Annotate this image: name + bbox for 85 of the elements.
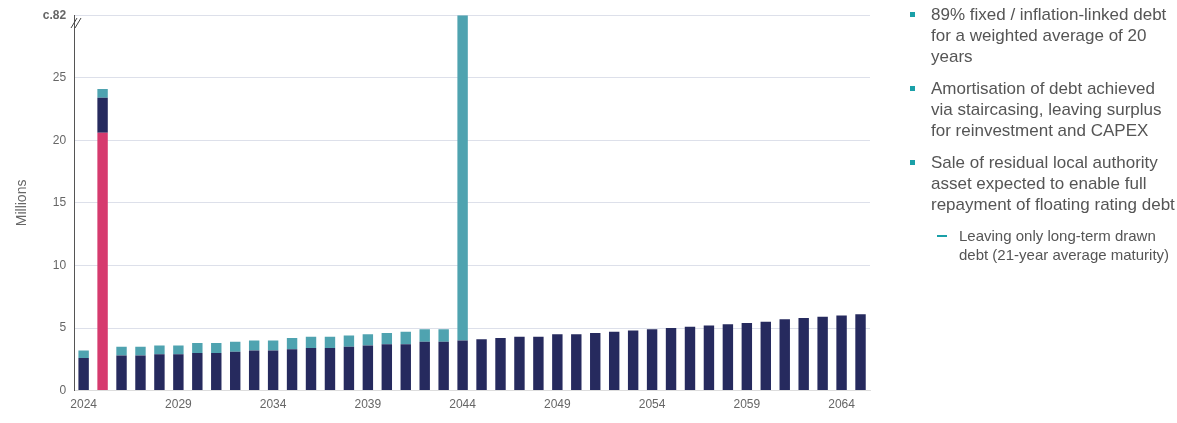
bar <box>324 336 336 349</box>
bar <box>305 336 317 349</box>
bar <box>627 330 639 391</box>
bar <box>97 132 108 391</box>
bar <box>78 350 89 359</box>
x-tick-label: 2034 <box>259 397 287 412</box>
bar <box>305 348 317 391</box>
bar <box>116 346 127 356</box>
bar <box>438 341 449 391</box>
bar <box>590 333 601 391</box>
bar <box>476 339 487 391</box>
y-tick-label: 20 <box>52 132 67 147</box>
x-tick-label: 2039 <box>354 397 382 412</box>
bar <box>135 346 146 356</box>
bar <box>116 355 127 391</box>
y-tick-label: 25 <box>52 70 67 85</box>
bar <box>381 333 393 345</box>
bar <box>343 346 355 391</box>
bar <box>457 15 468 341</box>
bar <box>173 354 184 391</box>
bar <box>457 340 468 391</box>
bar <box>855 314 866 391</box>
bar <box>154 354 165 391</box>
bar <box>779 319 790 391</box>
bar <box>836 315 847 391</box>
y-tick-label: 0 <box>59 382 67 397</box>
text: 89% fixed / inflation-linked debt for a weighted average of 20 years <box>931 5 1167 66</box>
bar <box>362 345 374 391</box>
bar <box>78 358 89 391</box>
bar <box>741 323 753 391</box>
bar <box>817 316 828 391</box>
bar <box>400 344 411 391</box>
bar <box>343 335 355 347</box>
y-tick-label: 10 <box>52 257 67 272</box>
x-tick-label: 2064 <box>828 397 856 412</box>
bar <box>362 334 374 346</box>
bar <box>571 334 582 391</box>
x-tick-label: 2024 <box>70 397 98 412</box>
bar <box>646 329 658 391</box>
bar <box>286 349 298 391</box>
bar <box>97 97 108 133</box>
bar <box>267 350 279 391</box>
y-tick-label: c.82 <box>42 7 67 22</box>
bar <box>97 89 108 98</box>
bar <box>438 329 449 342</box>
bar <box>173 345 184 355</box>
bar <box>665 328 677 391</box>
x-tick-label: 2049 <box>544 397 572 412</box>
bar <box>230 351 241 391</box>
bar <box>230 341 241 352</box>
bar <box>533 336 544 391</box>
bar <box>419 341 430 391</box>
bar <box>211 353 222 391</box>
x-tick-label: 2054 <box>638 397 666 412</box>
y-tick-label: 5 <box>59 320 67 335</box>
x-tick-label: 2029 <box>165 397 193 412</box>
bar <box>192 343 203 354</box>
bar <box>400 331 411 345</box>
bar <box>192 353 203 391</box>
y-axis-title: Millions <box>13 179 30 227</box>
bar <box>211 343 222 354</box>
bar <box>684 326 696 391</box>
bar <box>267 340 279 351</box>
bar <box>703 325 715 391</box>
text: Sale of residual local authority asset expected to enable full repayment of floating rating debt <box>931 153 1175 214</box>
bar <box>154 345 165 355</box>
bar <box>248 350 260 391</box>
bar <box>722 324 734 391</box>
bar <box>552 334 563 391</box>
bar <box>495 338 506 391</box>
x-tick-label: 2044 <box>449 397 477 412</box>
text: Amortisation of debt achieved via staircasing, leaving surplus for reinvestment and CAPEX <box>931 79 1162 140</box>
bar <box>798 318 809 391</box>
bar <box>135 355 146 391</box>
y-tick-label: 15 <box>52 195 67 210</box>
bar <box>324 348 336 391</box>
bar <box>381 344 393 391</box>
x-tick-label: 2059 <box>733 397 761 412</box>
bar <box>608 331 620 391</box>
bar <box>248 340 260 351</box>
bar <box>514 336 525 391</box>
bar <box>286 338 298 350</box>
bar <box>760 321 771 391</box>
text: Leaving only long-term drawn debt (21-year average maturity) <box>959 227 1170 263</box>
bar <box>419 329 430 342</box>
